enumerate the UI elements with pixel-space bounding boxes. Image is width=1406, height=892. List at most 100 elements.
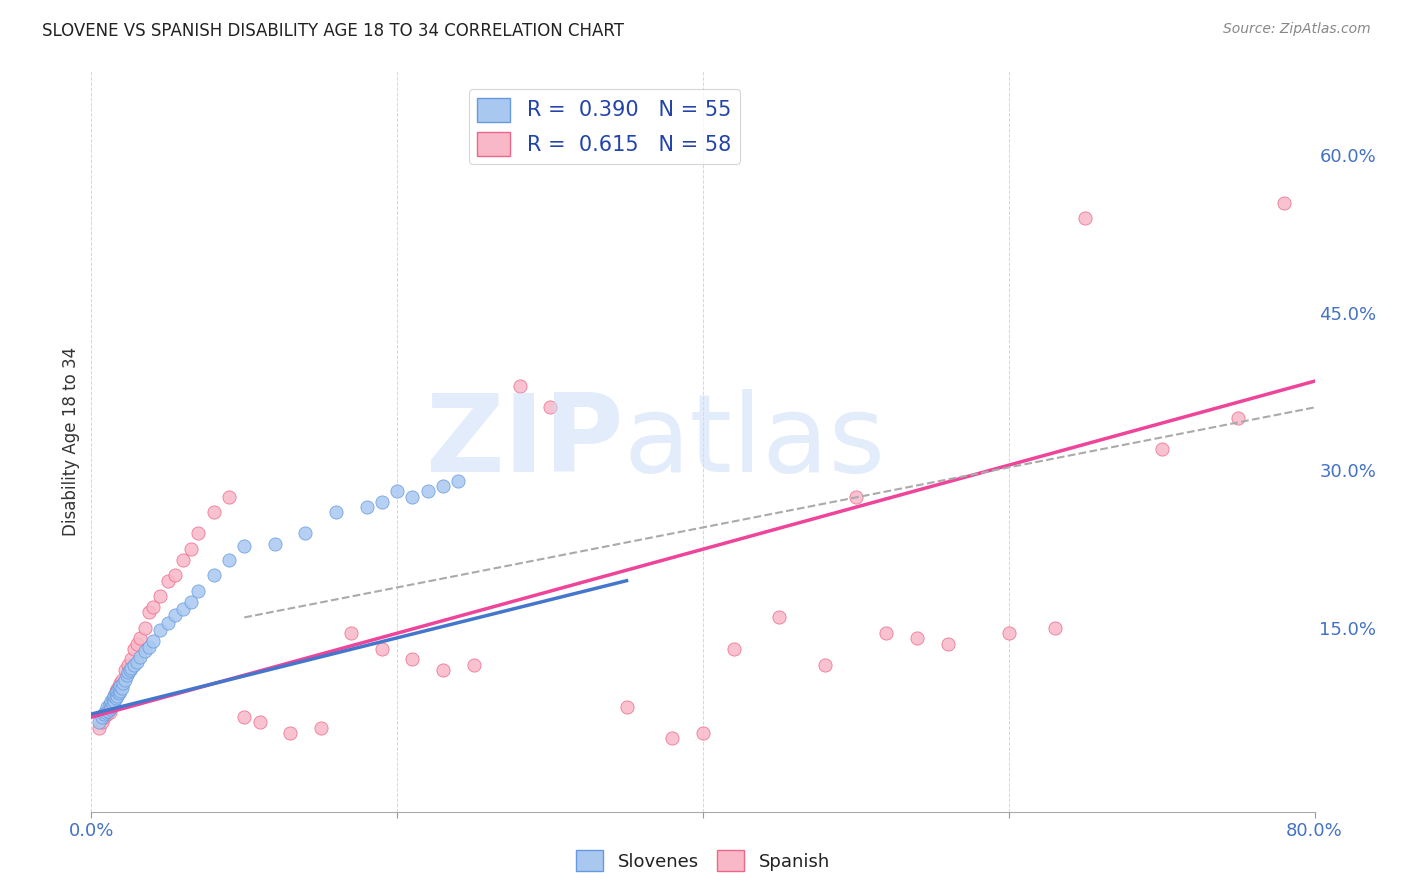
Point — [998, 626, 1021, 640]
Point — [180, 595, 202, 609]
Point — [87, 721, 110, 735]
Point — [127, 655, 149, 669]
Point — [463, 657, 485, 672]
Point — [723, 642, 745, 657]
Point — [98, 702, 121, 716]
Point — [105, 689, 128, 703]
Point — [93, 707, 115, 722]
Point — [97, 704, 120, 718]
Point — [278, 726, 301, 740]
Point — [1074, 211, 1097, 226]
Point — [661, 731, 683, 746]
Point — [91, 710, 114, 724]
Point — [936, 637, 959, 651]
Text: Source: ZipAtlas.com: Source: ZipAtlas.com — [1223, 22, 1371, 37]
Point — [692, 726, 714, 740]
Point — [96, 703, 118, 717]
Point — [94, 705, 117, 719]
Point — [110, 675, 132, 690]
Point — [845, 490, 868, 504]
Point — [104, 686, 127, 700]
Point — [100, 699, 122, 714]
Point — [172, 552, 194, 566]
Point — [356, 500, 378, 515]
Point — [117, 665, 139, 679]
Point — [616, 699, 638, 714]
Point — [141, 633, 163, 648]
Point — [100, 694, 122, 708]
Point — [264, 537, 287, 551]
Point — [509, 379, 531, 393]
Point — [294, 526, 316, 541]
Point — [134, 644, 156, 658]
Point — [110, 679, 132, 693]
Point — [104, 691, 127, 706]
Point — [416, 484, 439, 499]
Point — [122, 657, 145, 672]
Point — [340, 626, 363, 640]
Point — [165, 568, 187, 582]
Point — [98, 697, 121, 711]
Point — [187, 584, 209, 599]
Point — [218, 552, 240, 566]
Legend: Slovenes, Spanish: Slovenes, Spanish — [569, 843, 837, 879]
Point — [814, 657, 837, 672]
Y-axis label: Disability Age 18 to 34: Disability Age 18 to 34 — [62, 347, 80, 536]
Point — [111, 673, 134, 688]
Point — [100, 699, 122, 714]
Point — [141, 599, 163, 614]
Point — [875, 626, 898, 640]
Point — [1043, 621, 1066, 635]
Point — [768, 610, 790, 624]
Point — [108, 681, 131, 696]
Point — [105, 681, 128, 696]
Point — [122, 642, 145, 657]
Point — [249, 715, 271, 730]
Point — [118, 663, 141, 677]
Text: ZIP: ZIP — [425, 389, 623, 494]
Point — [218, 490, 240, 504]
Point — [103, 689, 125, 703]
Point — [1272, 195, 1295, 210]
Point — [202, 505, 225, 519]
Point — [1150, 442, 1173, 457]
Point — [117, 657, 139, 672]
Point — [202, 568, 225, 582]
Point — [103, 694, 125, 708]
Point — [325, 505, 347, 519]
Point — [101, 694, 124, 708]
Point — [120, 661, 142, 675]
Point — [432, 663, 454, 677]
Point — [180, 542, 202, 557]
Point — [233, 710, 256, 724]
Point — [172, 602, 194, 616]
Point — [115, 668, 138, 682]
Point — [149, 590, 172, 604]
Point — [129, 632, 152, 646]
Point — [187, 526, 209, 541]
Point — [91, 715, 114, 730]
Point — [138, 640, 160, 654]
Point — [96, 707, 118, 722]
Point — [127, 637, 149, 651]
Legend: R =  0.390   N = 55, R =  0.615   N = 58: R = 0.390 N = 55, R = 0.615 N = 58 — [468, 89, 740, 164]
Point — [120, 652, 142, 666]
Point — [1227, 411, 1250, 425]
Point — [156, 574, 179, 588]
Point — [165, 608, 187, 623]
Point — [233, 539, 256, 553]
Point — [93, 710, 115, 724]
Point — [149, 623, 172, 637]
Point — [87, 715, 110, 730]
Point — [114, 673, 136, 688]
Point — [96, 699, 118, 714]
Point — [108, 679, 131, 693]
Point — [98, 705, 121, 719]
Point — [447, 474, 470, 488]
Point — [114, 663, 136, 677]
Point — [371, 642, 394, 657]
Point — [309, 721, 332, 735]
Point — [538, 401, 561, 415]
Point — [385, 484, 409, 499]
Point — [401, 652, 423, 666]
